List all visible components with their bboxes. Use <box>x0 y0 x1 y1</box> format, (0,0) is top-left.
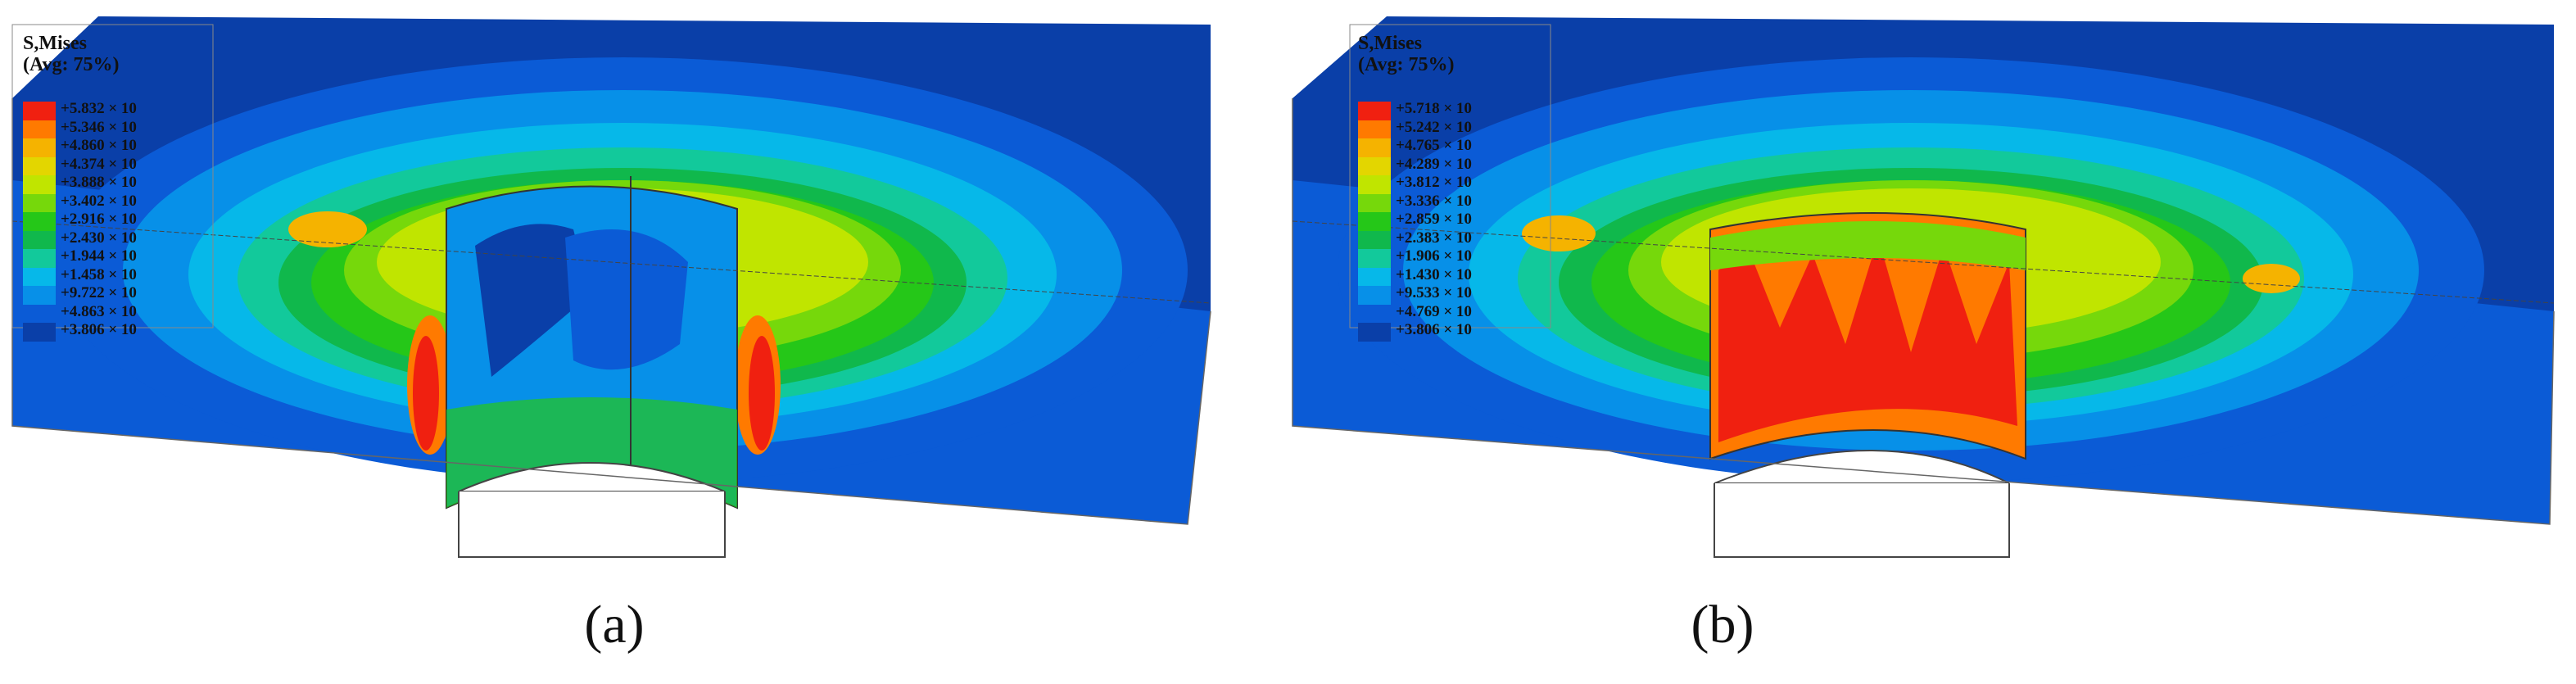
plate-edge <box>11 220 1211 304</box>
legend-value: +5.718 × 10 <box>1396 100 1472 117</box>
legend-swatch <box>1358 267 1391 287</box>
legend-swatch <box>23 212 56 231</box>
legend-swatch <box>23 120 56 139</box>
hole-opening <box>1714 450 2010 484</box>
legend-value: +3.336 × 10 <box>1396 192 1472 210</box>
legend-value: +1.458 × 10 <box>61 265 137 283</box>
tube-low-stress-region <box>565 229 688 370</box>
legend-swatch <box>23 193 56 213</box>
legend-title: S,Mises <box>1358 33 1422 54</box>
legend-swatch <box>23 138 56 157</box>
hole-opening <box>458 462 726 492</box>
legend-swatch <box>1358 304 1391 324</box>
legend-value: +3.888 × 10 <box>61 174 137 191</box>
legend-swatch <box>23 323 56 342</box>
legend-value: +9.722 × 10 <box>61 284 137 301</box>
legend-value: +5.242 × 10 <box>1396 118 1472 136</box>
panel-a: S,Mises (Avg: 75%) +5.832 × 10 +5.346 × … <box>11 16 1211 655</box>
hotspot <box>413 336 439 451</box>
legend-value: +3.812 × 10 <box>1396 174 1472 191</box>
legend-value: +4.863 × 10 <box>61 302 137 320</box>
hotspot <box>288 211 367 247</box>
stress-contour-plot-b <box>1292 16 2555 558</box>
legend-subtitle: (Avg: 75%) <box>1358 54 1455 75</box>
legend-title: S,Mises <box>23 33 87 54</box>
legend-value: +5.346 × 10 <box>61 118 137 136</box>
legend-value: +4.769 × 10 <box>1396 302 1472 320</box>
hotspot <box>2243 264 2300 293</box>
legend-subtitle: (Avg: 75%) <box>23 54 120 75</box>
legend-swatch <box>23 286 56 305</box>
shaft <box>458 491 726 558</box>
legend-swatch <box>23 249 56 268</box>
legend-swatch <box>1358 323 1391 342</box>
legend-swatch <box>1358 249 1391 268</box>
stress-contour-plot-a <box>11 16 1211 558</box>
legend-swatch <box>1358 212 1391 231</box>
panel-label: (b) <box>1691 595 1754 655</box>
plate-edge <box>1292 220 2555 304</box>
legend-value: +2.916 × 10 <box>61 211 137 228</box>
legend-swatch <box>1358 193 1391 213</box>
legend-swatch <box>1358 102 1391 120</box>
legend-frame <box>1349 24 1551 328</box>
panel-label: (a) <box>584 595 645 655</box>
tube-upper-band <box>1710 221 2026 270</box>
legend-swatch <box>23 102 56 120</box>
legend-swatch <box>1358 230 1391 250</box>
legend-frame <box>11 24 214 328</box>
legend-value: +3.806 × 10 <box>1396 321 1472 338</box>
legend-value: +1.906 × 10 <box>1396 247 1472 265</box>
legend-value: +3.402 × 10 <box>61 192 137 210</box>
legend-b: S,Mises (Avg: 75%) +5.718 × 10 +5.242 × … <box>1358 33 1542 342</box>
legend-value: +4.289 × 10 <box>1396 155 1472 173</box>
panel-b: S,Mises (Avg: 75%) +5.718 × 10 +5.242 × … <box>1288 0 2576 684</box>
tube-high-stress-region <box>1718 238 2017 442</box>
legend-value: +2.430 × 10 <box>61 229 137 247</box>
legend-swatch <box>23 175 56 194</box>
legend-value: +2.383 × 10 <box>1396 229 1472 247</box>
legend-value: +1.944 × 10 <box>61 247 137 265</box>
shaft <box>1714 483 2010 558</box>
legend-value: +4.765 × 10 <box>1396 137 1472 154</box>
legend-value: +9.533 × 10 <box>1396 284 1472 301</box>
legend-a: S,Mises (Avg: 75%) +5.832 × 10 +5.346 × … <box>23 33 207 342</box>
legend-swatch <box>1358 286 1391 305</box>
tube-low-stress-region <box>475 224 590 377</box>
legend-value: +1.430 × 10 <box>1396 265 1472 283</box>
legend-swatch <box>1358 120 1391 139</box>
legend-value: +4.374 × 10 <box>61 155 137 173</box>
legend-swatch <box>23 267 56 287</box>
legend-value: +5.832 × 10 <box>61 100 137 117</box>
legend-swatch <box>1358 138 1391 157</box>
legend-value: +2.859 × 10 <box>1396 211 1472 228</box>
legend-value: +4.860 × 10 <box>61 137 137 154</box>
hotspot <box>749 336 775 451</box>
legend-swatch <box>1358 156 1391 176</box>
legend-swatch <box>23 230 56 250</box>
legend-value: +3.806 × 10 <box>61 321 137 338</box>
hotspot <box>1522 215 1596 251</box>
legend-swatch <box>23 304 56 324</box>
legend-swatch <box>1358 175 1391 194</box>
legend-swatch <box>23 156 56 176</box>
plate-edge <box>1292 98 2555 525</box>
